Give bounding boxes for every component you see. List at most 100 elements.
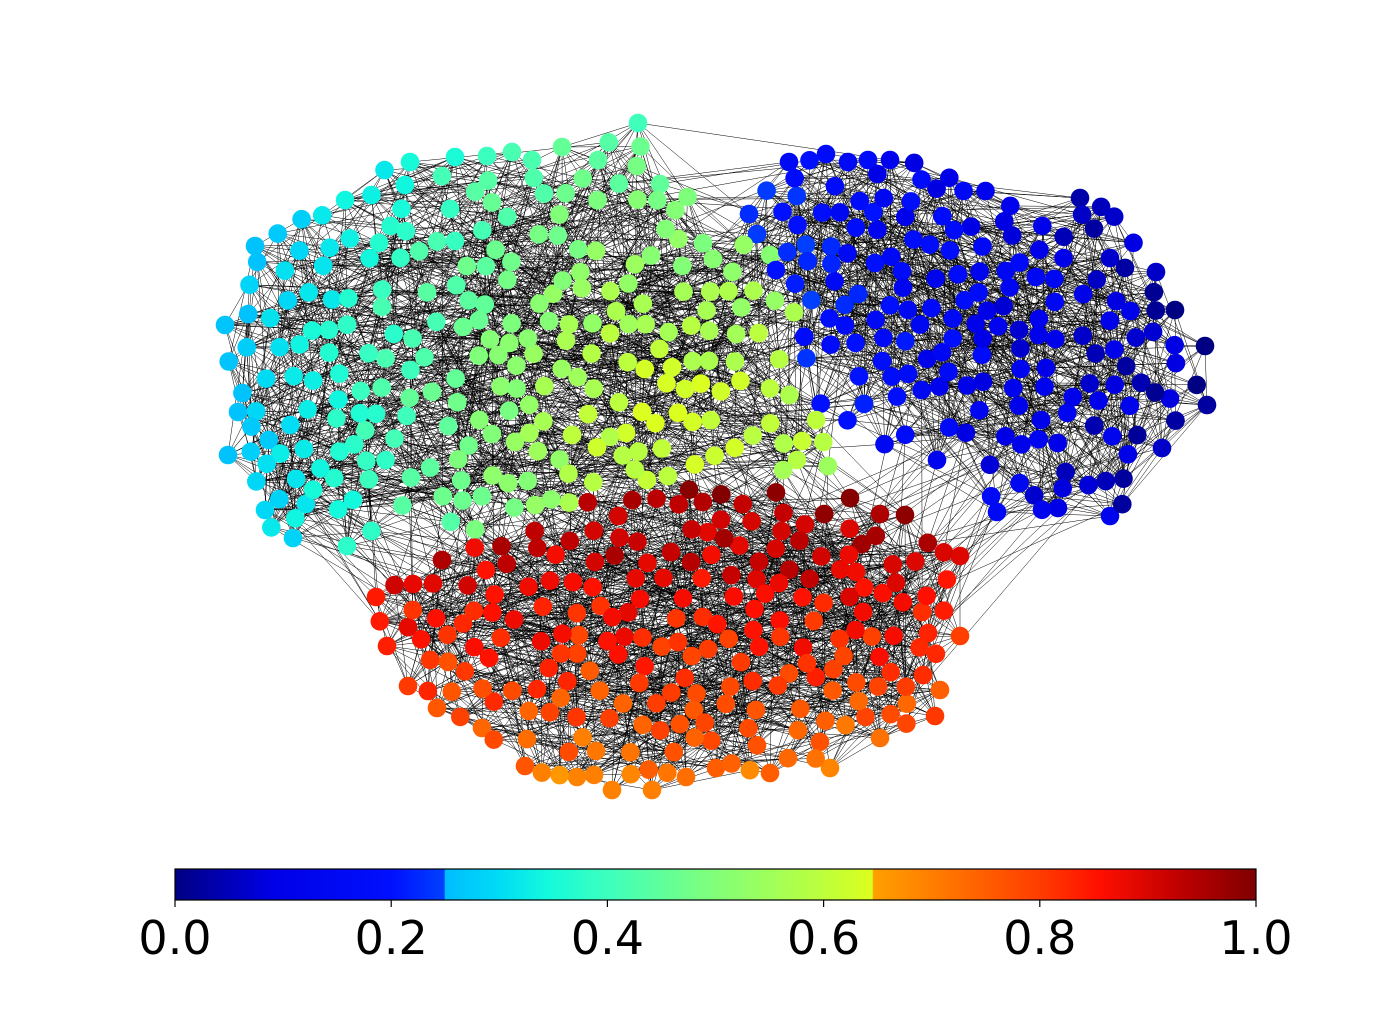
network-node (610, 528, 629, 547)
network-node (893, 278, 913, 298)
network-node (1118, 445, 1138, 464)
network-node (926, 644, 946, 664)
network-node (330, 442, 349, 461)
network-node (271, 444, 290, 463)
network-node (505, 432, 525, 452)
network-node (396, 221, 416, 241)
network-node (457, 256, 477, 276)
network-node (475, 295, 495, 314)
network-node (340, 229, 360, 248)
network-node (356, 421, 375, 440)
network-node (1106, 291, 1126, 311)
network-node (681, 552, 701, 572)
network-node (747, 569, 766, 589)
network-node (872, 351, 892, 371)
network-node (532, 763, 552, 782)
network-node (519, 701, 539, 721)
network-node (1165, 335, 1184, 355)
network-node (241, 442, 261, 462)
network-node (650, 339, 669, 359)
network-node (849, 367, 869, 386)
network-node (507, 379, 526, 398)
network-node (476, 256, 496, 276)
network-node (883, 555, 903, 574)
network-node (292, 209, 311, 229)
network-node (966, 314, 986, 334)
network-node (1031, 410, 1051, 430)
network-node (427, 312, 446, 332)
network-node (567, 644, 587, 663)
network-node (606, 301, 626, 321)
network-node (669, 229, 688, 249)
network-node (483, 603, 502, 622)
network-node (1063, 387, 1083, 407)
network-node (1010, 253, 1029, 272)
network-node (939, 418, 959, 437)
network-node (290, 335, 309, 354)
network-node (641, 246, 661, 265)
network-node (328, 500, 348, 519)
network-node (794, 327, 814, 347)
network-node (873, 583, 893, 603)
network-node (1165, 300, 1185, 320)
network-node (930, 377, 949, 396)
network-node (269, 489, 289, 509)
network-node (771, 627, 790, 647)
network-node (556, 331, 576, 350)
network-node (798, 251, 817, 271)
network-node (1054, 248, 1073, 268)
network-node (242, 417, 261, 436)
network-node (679, 480, 699, 500)
network-node (528, 441, 548, 461)
network-node (552, 359, 571, 379)
network-node (621, 764, 641, 784)
network-node (588, 150, 608, 170)
network-node (632, 402, 652, 422)
network-node (865, 253, 885, 273)
network-node (910, 315, 930, 334)
network-node (1000, 278, 1019, 297)
network-node (684, 700, 704, 720)
network-node (608, 506, 628, 526)
network-node (804, 611, 824, 631)
network-node (504, 610, 524, 629)
network-node (825, 176, 845, 196)
network-node (895, 505, 915, 525)
network-node (1033, 216, 1052, 236)
network-node (453, 614, 473, 633)
network-node (994, 296, 1013, 316)
network-node (1116, 356, 1136, 376)
network-node (670, 714, 690, 734)
network-node (1195, 336, 1215, 356)
network-node (397, 406, 416, 426)
network-node (970, 401, 989, 420)
network-node (313, 256, 333, 276)
network-node (864, 202, 883, 222)
network-node (519, 577, 538, 596)
network-node (451, 471, 471, 490)
network-node (732, 298, 751, 317)
network-node (734, 235, 754, 255)
network-node (662, 357, 682, 377)
network-node (725, 438, 744, 458)
network-node (534, 184, 554, 203)
network-node (749, 323, 768, 343)
network-node (765, 291, 785, 311)
network-node (465, 182, 485, 201)
network-node (749, 552, 769, 571)
network-node (1103, 427, 1122, 446)
network-node (528, 538, 547, 558)
network-node (445, 147, 465, 167)
network-node (820, 758, 840, 778)
network-node (930, 680, 950, 700)
network-node (668, 632, 688, 652)
network-node (484, 730, 504, 749)
network-node (517, 729, 537, 749)
network-node (438, 625, 457, 645)
network-node (932, 343, 952, 362)
network-node (744, 620, 763, 640)
network-node (874, 328, 893, 348)
network-node (376, 450, 395, 470)
network-node (745, 599, 764, 619)
